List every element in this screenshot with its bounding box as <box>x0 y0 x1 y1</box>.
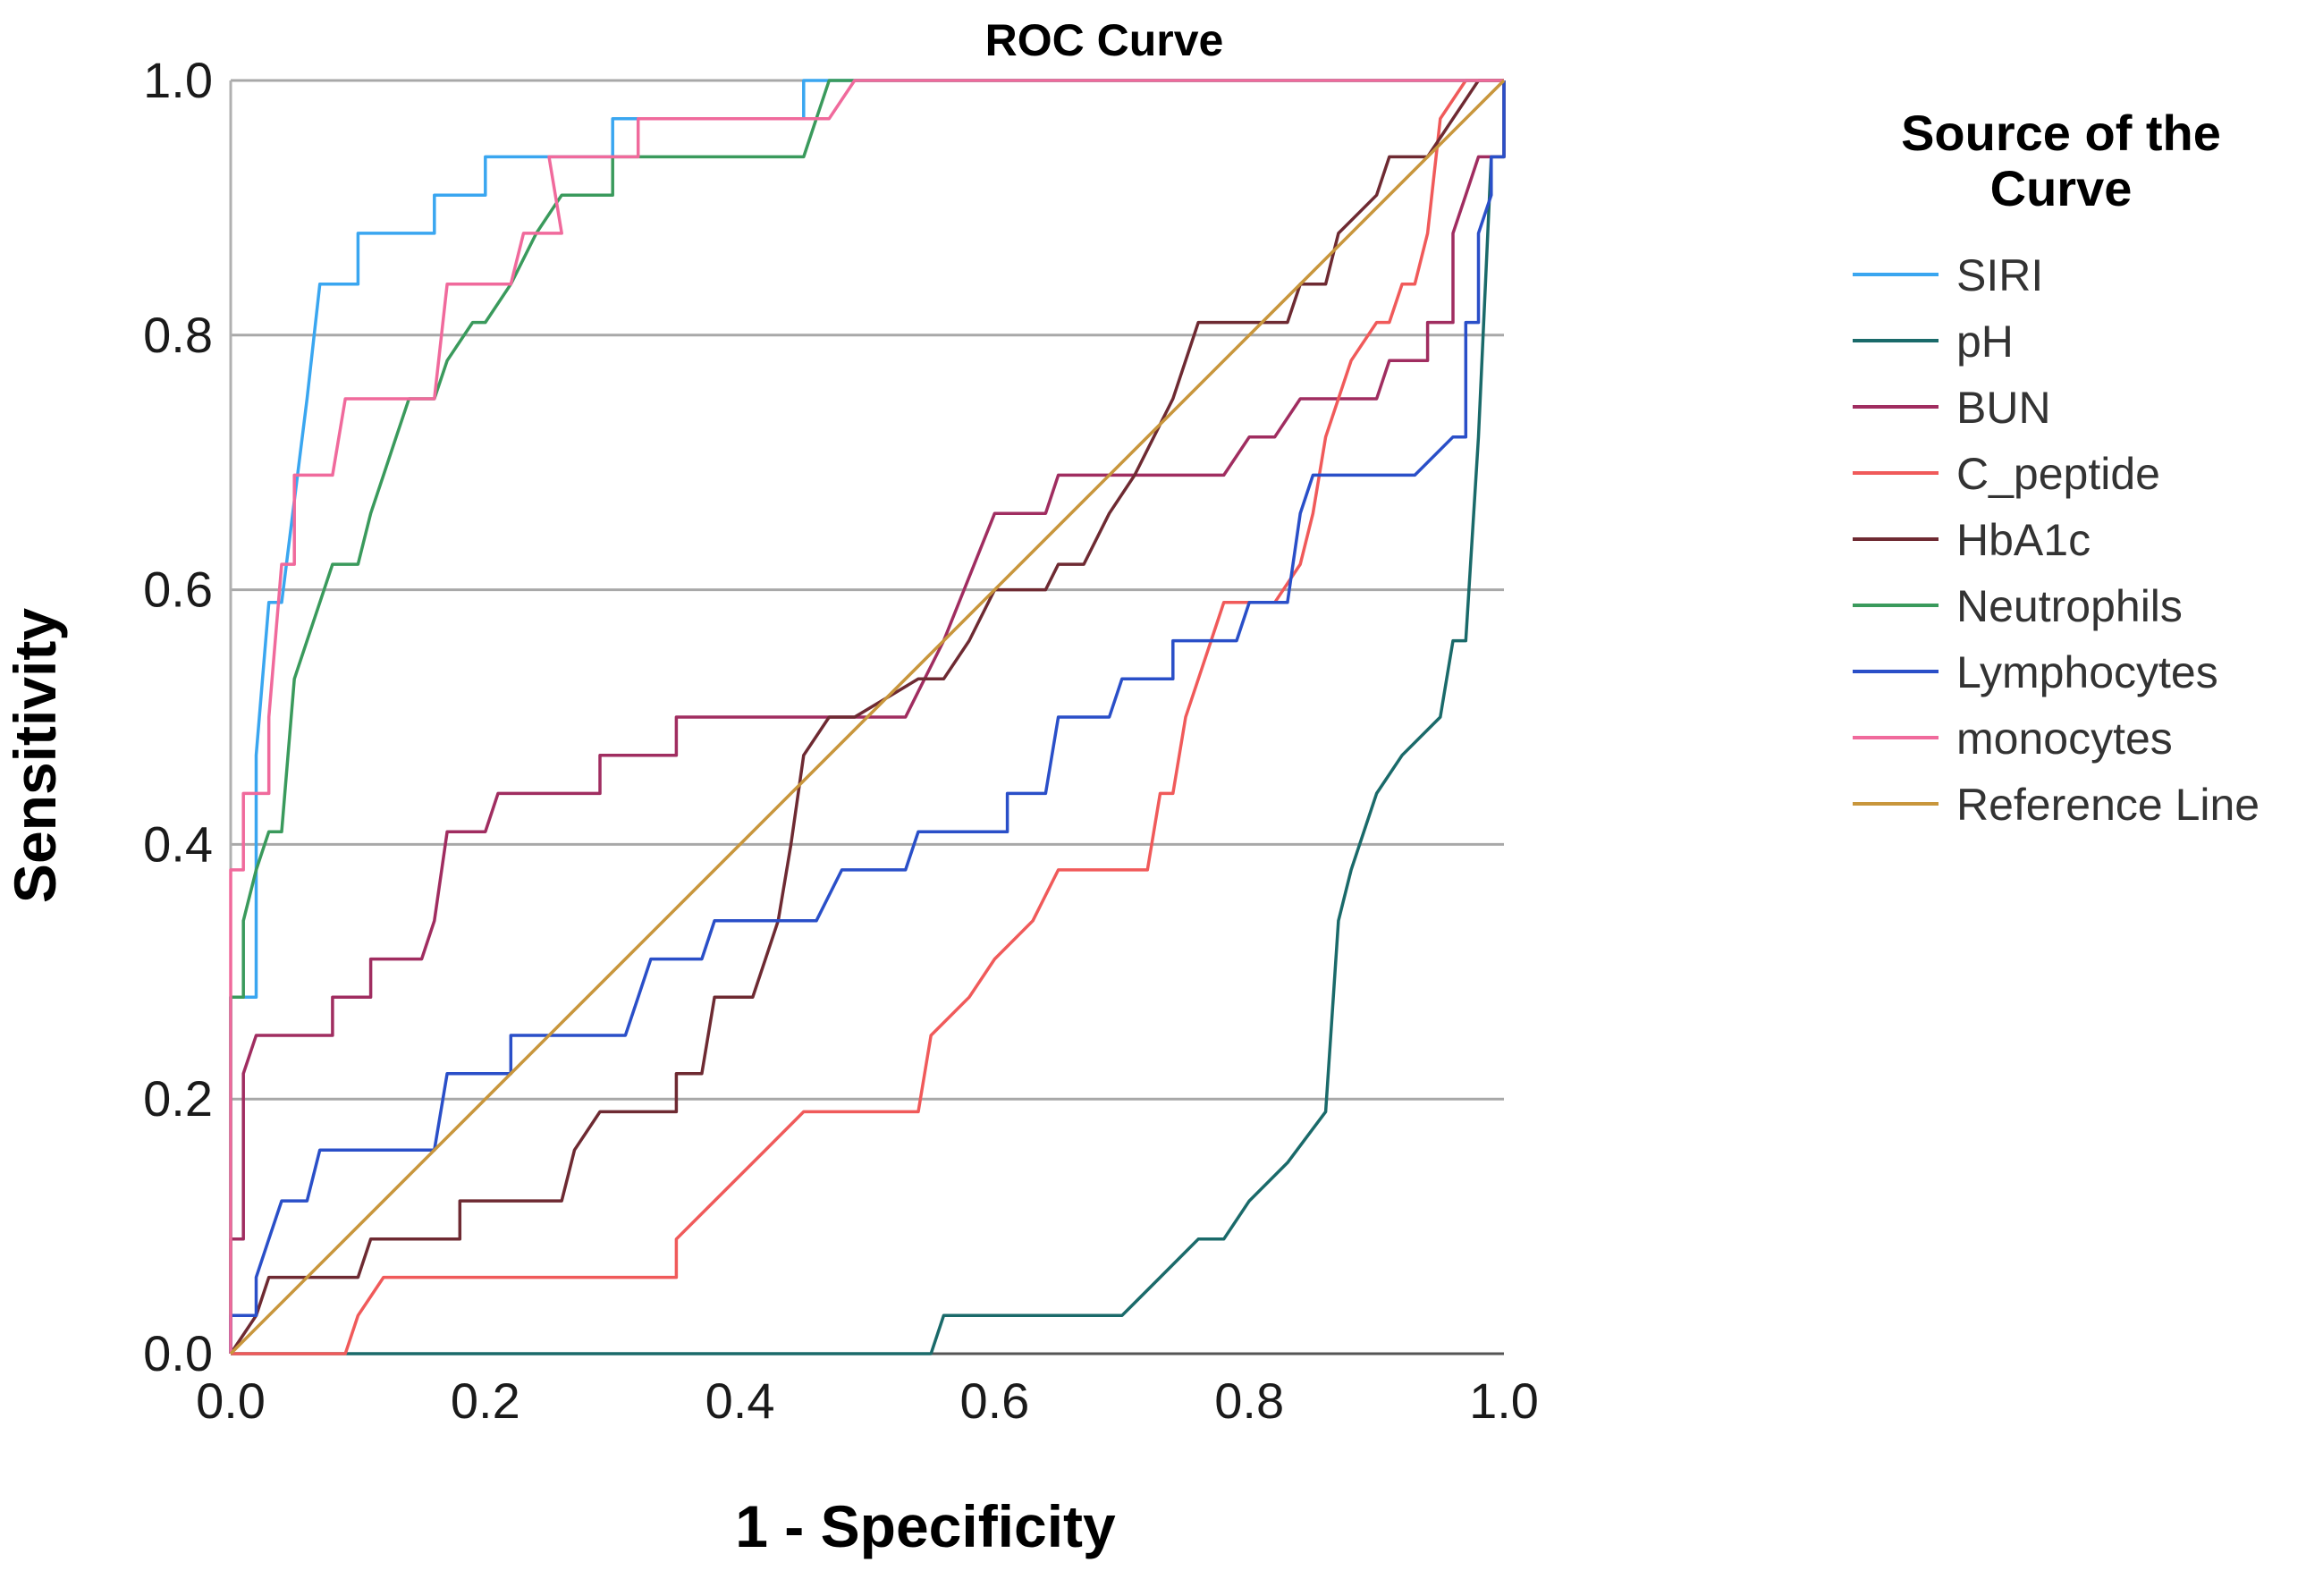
series-line-lymphocytes <box>229 80 1506 1354</box>
y-tick-label: 0.4 <box>143 815 213 872</box>
legend-title-line-2: Curve <box>1990 160 2133 216</box>
series-lines <box>229 79 1506 1355</box>
y-tick-label: 0.6 <box>143 562 213 618</box>
y-tick-label: 0.8 <box>143 307 213 363</box>
series-line-c-peptide <box>231 79 1504 1355</box>
legend-label-bun: BUN <box>1956 383 2051 433</box>
series-line-monocytes <box>229 79 1504 1354</box>
series-line-hba1c <box>229 79 1504 1355</box>
y-tick-label: 0.2 <box>143 1070 213 1127</box>
legend-title-line-1: Source of the <box>1901 105 2221 161</box>
series-line-siri <box>229 79 1504 1354</box>
tick-labels: 0.0 0.2 0.4 0.6 0.8 1.0 0.0 0.2 0.4 0.6 0.8 1.0 <box>143 52 1539 1429</box>
x-tick-label: 0.2 <box>451 1372 520 1429</box>
series-line-reference-line <box>229 79 1506 1355</box>
chart-title: ROC Curve <box>985 15 1224 65</box>
legend-label-lymphocytes: Lymphocytes <box>1956 647 2218 697</box>
legend-items: SIRI pH BUN C_peptide HbA1c Neutrophils Lympho… <box>1853 250 2260 830</box>
series-line-ph <box>231 80 1506 1355</box>
legend-label-neutrophils: Neutrophils <box>1956 581 2183 631</box>
y-tick-label: 1.0 <box>143 52 213 108</box>
legend-label-monocytes: monocytes <box>1956 714 2173 764</box>
x-axis-title: 1 - Specificity <box>735 1493 1116 1559</box>
legend: Source of the Curve SIRI pH BUN C_peptide Hb… <box>1853 105 2260 830</box>
series-line-bun <box>229 80 1506 1354</box>
x-tick-label: 1.0 <box>1469 1372 1539 1429</box>
y-axis-title: Sensitivity <box>2 608 68 903</box>
legend-label-hba1c: HbA1c <box>1956 515 2091 565</box>
legend-label-c-peptide: C_peptide <box>1956 449 2160 499</box>
x-tick-label: 0.0 <box>196 1372 266 1429</box>
y-tick-label: 0.0 <box>143 1325 213 1381</box>
legend-label-reference-line: Reference Line <box>1956 780 2260 830</box>
x-tick-label: 0.8 <box>1214 1372 1284 1429</box>
series-line-neutrophils <box>229 79 1504 1354</box>
legend-label-siri: SIRI <box>1956 250 2043 300</box>
x-tick-label: 0.6 <box>959 1372 1029 1429</box>
legend-label-ph: pH <box>1956 317 2014 367</box>
x-tick-label: 0.4 <box>705 1372 775 1429</box>
